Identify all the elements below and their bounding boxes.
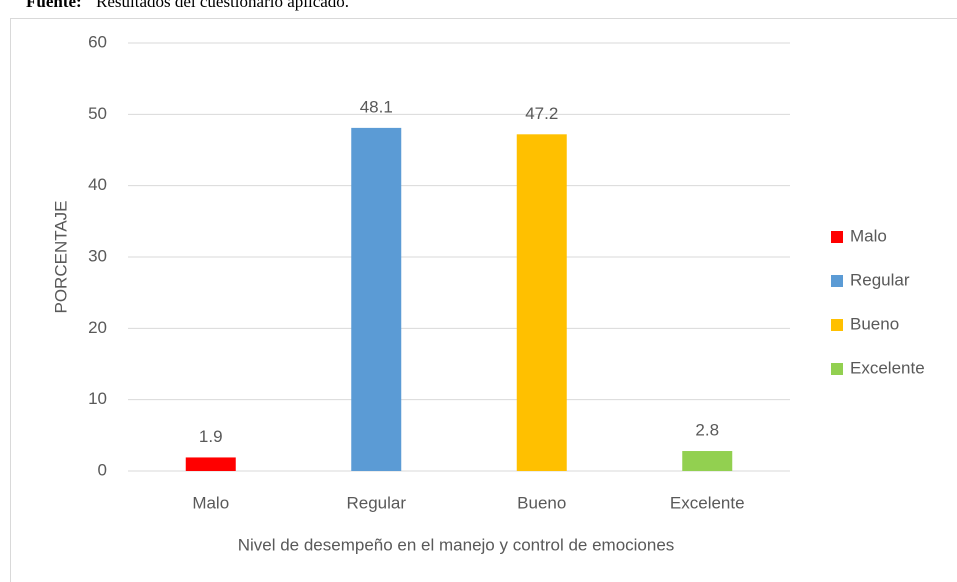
y-tick-label: 50 [88, 104, 107, 123]
data-label: 47.2 [525, 104, 558, 123]
bar [516, 134, 567, 471]
bar [351, 127, 402, 472]
legend-swatch [831, 231, 843, 243]
y-axis-title: PORCENTAJE [51, 200, 70, 313]
legend-swatch [831, 319, 843, 331]
legend-swatch [831, 363, 843, 375]
y-tick-label: 60 [88, 32, 107, 51]
x-axis-title: Nivel de desempeño en el manejo y contro… [238, 535, 675, 554]
chart-border [10, 18, 957, 582]
legend-label: Excelente [850, 358, 925, 377]
legend-label: Bueno [850, 314, 899, 333]
data-label: 48.1 [360, 97, 393, 116]
y-tick-label: 20 [88, 318, 107, 337]
y-tick-label: 10 [88, 389, 107, 408]
legend-label: Regular [850, 270, 910, 289]
y-tick-label: 40 [88, 175, 107, 194]
legend-swatch [831, 275, 843, 287]
y-tick-label: 0 [98, 460, 107, 479]
data-label: 1.9 [199, 427, 223, 446]
x-tick-label: Malo [192, 493, 229, 512]
legend-label: Malo [850, 226, 887, 245]
source-label: Fuente: [26, 0, 82, 11]
data-label: 2.8 [695, 421, 719, 440]
bar [682, 451, 733, 471]
bar [185, 457, 236, 471]
x-tick-label: Excelente [670, 493, 745, 512]
x-tick-label: Bueno [517, 493, 566, 512]
y-tick-label: 30 [88, 246, 107, 265]
source-text: Resultados del cuestionario aplicado. [96, 0, 349, 11]
x-tick-label: Regular [346, 493, 406, 512]
